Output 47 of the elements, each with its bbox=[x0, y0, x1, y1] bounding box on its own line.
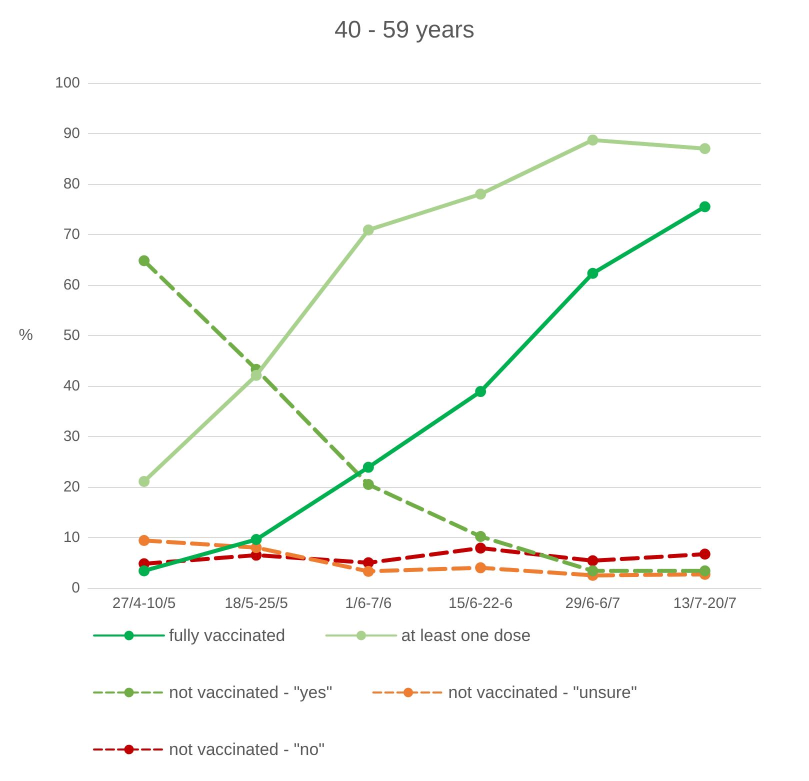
legend-label: fully vaccinated bbox=[169, 626, 286, 645]
y-axis-title: % bbox=[18, 327, 33, 344]
point bbox=[138, 476, 150, 487]
point bbox=[587, 555, 598, 566]
x-tick-label: 18/5-25/5 bbox=[224, 595, 288, 612]
y-tick-label: 20 bbox=[63, 478, 80, 496]
y-tick-label: 30 bbox=[63, 428, 80, 445]
point bbox=[475, 542, 486, 554]
point bbox=[699, 548, 710, 560]
y-tick-label: 80 bbox=[63, 176, 80, 192]
point bbox=[475, 386, 486, 398]
point bbox=[587, 268, 598, 279]
y-tick-label: 0 bbox=[72, 580, 80, 596]
point bbox=[475, 530, 486, 542]
x-tick-label: 15/6-22-6 bbox=[448, 595, 513, 612]
point bbox=[362, 478, 374, 490]
point bbox=[699, 143, 710, 154]
legend-label: not vaccinated - "yes" bbox=[169, 683, 332, 702]
x-tick-label: 29/6-6/7 bbox=[565, 595, 620, 612]
y-tick-label: 60 bbox=[63, 276, 80, 294]
point bbox=[362, 462, 374, 473]
point bbox=[250, 534, 262, 546]
point bbox=[475, 562, 486, 574]
legend-label: at least one dose bbox=[401, 626, 531, 645]
point bbox=[138, 255, 150, 266]
point bbox=[138, 565, 150, 576]
y-tick-label: 10 bbox=[63, 529, 80, 546]
chart-title: 40 - 59 years bbox=[334, 16, 475, 44]
point bbox=[362, 224, 374, 236]
point bbox=[587, 134, 598, 146]
legend-label: not vaccinated - "unsure" bbox=[448, 683, 638, 702]
x-tick-label: 1/6-7/6 bbox=[345, 595, 392, 612]
x-tick-label: 27/4-10/5 bbox=[112, 595, 176, 612]
y-tick-label: 90 bbox=[63, 125, 80, 142]
point bbox=[699, 565, 710, 576]
legend-label: not vaccinated - "no" bbox=[169, 740, 325, 759]
point bbox=[699, 201, 710, 212]
point bbox=[138, 535, 150, 546]
point bbox=[587, 565, 598, 576]
y-tick-label: 70 bbox=[63, 226, 80, 243]
y-tick-label: 40 bbox=[63, 378, 80, 394]
point bbox=[362, 566, 374, 577]
y-tick-label: 50 bbox=[63, 327, 80, 344]
point bbox=[475, 188, 486, 200]
point bbox=[250, 370, 262, 381]
y-tick-label: 100 bbox=[54, 74, 80, 92]
x-tick-label: 13/7-20/7 bbox=[673, 595, 737, 612]
